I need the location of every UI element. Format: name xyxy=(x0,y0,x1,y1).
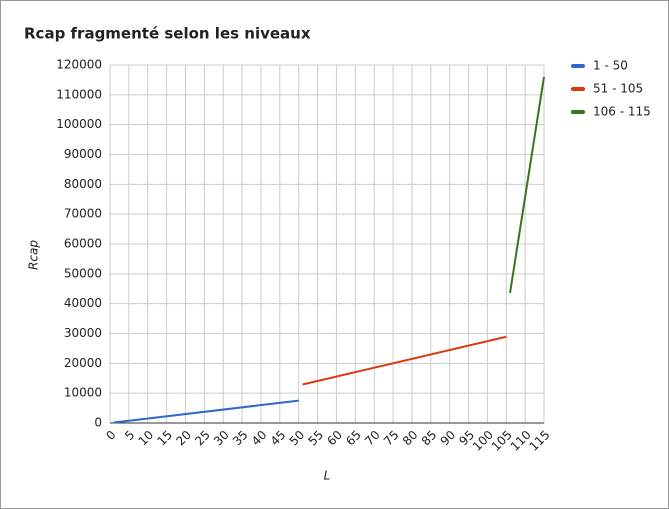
y-tick-label: 100000 xyxy=(56,117,102,131)
y-tick-label: 110000 xyxy=(56,87,102,101)
legend-label: 106 - 115 xyxy=(593,105,651,119)
y-tick-label: 80000 xyxy=(64,177,102,191)
y-tick-label: 90000 xyxy=(64,147,102,161)
y-tick-label: 40000 xyxy=(64,296,102,310)
y-axis-label: Rcap xyxy=(27,240,41,270)
y-tick-label: 50000 xyxy=(64,266,102,280)
y-tick-label: 60000 xyxy=(64,237,102,251)
y-tick-label: 0 xyxy=(94,416,102,430)
legend-label: 1 - 50 xyxy=(593,59,628,73)
y-tick-label: 120000 xyxy=(56,58,102,72)
x-axis-label: L xyxy=(324,469,331,483)
series-line xyxy=(113,399,299,424)
legend-label: 51 - 105 xyxy=(593,82,643,96)
y-tick-label: 20000 xyxy=(64,356,102,370)
y-tick-label: 70000 xyxy=(64,207,102,221)
chart-title: Rcap fragmenté selon les niveaux xyxy=(24,25,311,43)
y-tick-label: 10000 xyxy=(64,386,102,400)
series-line xyxy=(509,76,545,294)
y-tick-label: 30000 xyxy=(64,326,102,340)
series-line xyxy=(302,335,507,386)
